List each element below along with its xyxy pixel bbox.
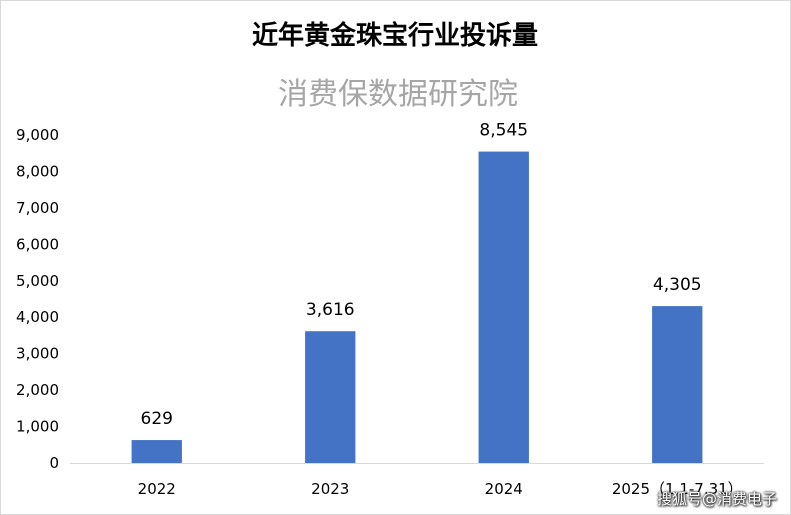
y-axis: 0 1,000 2,000 3,000 4,000 5,000 6,000 7,000 8,00… <box>16 126 59 472</box>
x-axis: 2022 2023 2024 2025（1.1-7.31） <box>70 463 764 498</box>
bar <box>305 331 356 463</box>
x-tick-label: 2022 <box>138 480 176 498</box>
bar <box>478 151 529 464</box>
data-labels: 629 3,616 8,545 4,305 <box>141 121 702 429</box>
x-tick-label: 2024 <box>485 480 523 498</box>
data-label: 629 <box>141 409 173 429</box>
x-tick-label: 2025（1.1-7.31） <box>612 480 743 498</box>
y-tick-label: 6,000 <box>16 235 59 253</box>
y-tick-label: 3,000 <box>16 345 59 363</box>
y-tick-label: 4,000 <box>16 308 59 326</box>
y-tick-label: 2,000 <box>16 381 59 399</box>
bars <box>131 151 703 464</box>
chart-subtitle: 消费保数据研究院 <box>278 77 518 112</box>
y-tick-label: 9,000 <box>16 126 59 144</box>
y-tick-label: 7,000 <box>16 199 59 217</box>
y-tick-label: 5,000 <box>16 272 59 290</box>
bar <box>131 440 182 463</box>
source-watermark: 搜狐号@消费电子 <box>656 490 777 508</box>
x-tick-label: 2023 <box>311 480 349 498</box>
data-label: 4,305 <box>653 275 702 295</box>
bar <box>652 306 703 463</box>
data-label: 8,545 <box>479 121 528 141</box>
data-label: 3,616 <box>306 300 355 320</box>
y-tick-label: 1,000 <box>16 418 59 436</box>
y-tick-label: 8,000 <box>16 162 59 180</box>
chart-title: 近年黄金珠宝行业投诉量 <box>252 20 538 51</box>
y-tick-label: 0 <box>49 454 59 472</box>
